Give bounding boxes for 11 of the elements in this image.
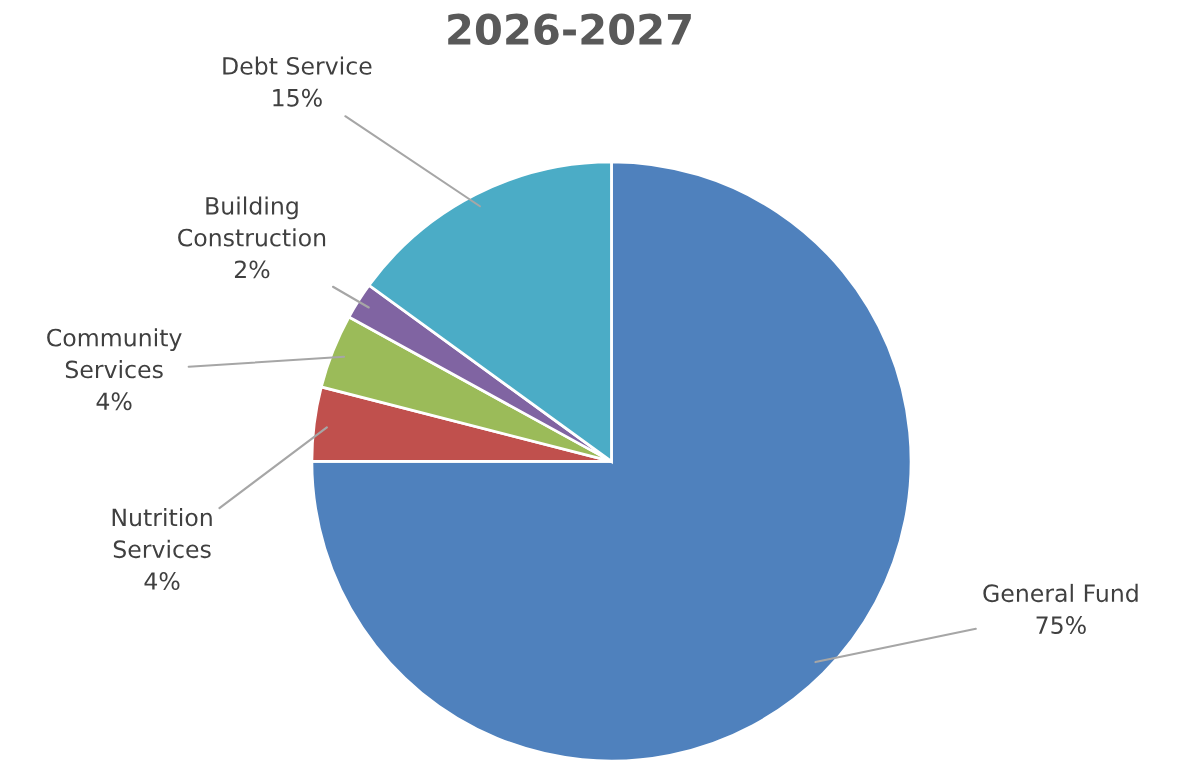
slice-label: Debt Service xyxy=(223,56,372,75)
chart-title: 2026-2027 xyxy=(448,13,691,46)
data-label: 15% xyxy=(273,88,322,107)
slice-label: Building Construction xyxy=(178,196,326,247)
data-label: 4% xyxy=(96,392,132,411)
slice-label: General Fund xyxy=(983,583,1138,603)
slice-label: Community Services xyxy=(47,328,182,379)
data-label: 2% xyxy=(234,260,270,279)
data-label: 75% xyxy=(1036,616,1086,634)
slice-label: Nutrition Services xyxy=(112,508,212,559)
data-label: 4% xyxy=(144,572,180,590)
